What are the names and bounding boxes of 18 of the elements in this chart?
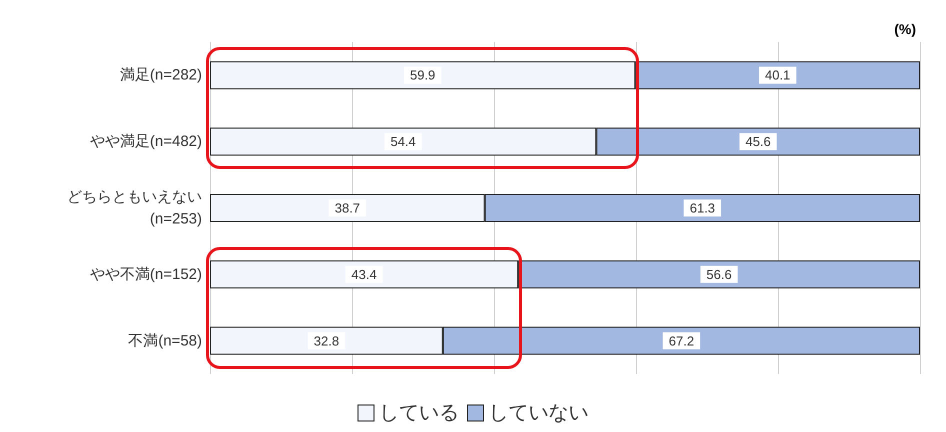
legend-label: している (379, 402, 459, 424)
data-label: 54.4 (390, 134, 416, 150)
data-label: 59.9 (410, 68, 436, 83)
y-tick-label: やや満足(n=482) (90, 133, 202, 150)
data-label: 61.3 (690, 200, 716, 216)
y-tick-label: 不満(n=58) (128, 332, 202, 350)
data-label: 43.4 (351, 266, 377, 282)
data-label: 45.6 (745, 134, 771, 150)
data-label: 38.7 (334, 200, 360, 216)
y-tick-label: 満足(n=282) (120, 66, 202, 84)
legend-label: していない (488, 402, 588, 424)
text: (%) (894, 21, 916, 37)
data-label: 67.2 (668, 333, 694, 348)
y-tick-label: どちらともいえない(n=253) (67, 188, 202, 228)
y-tick-label: やや不満(n=152) (90, 266, 202, 283)
data-label: 40.1 (764, 68, 790, 83)
data-label: 56.6 (706, 266, 732, 282)
data-label: 32.8 (314, 333, 340, 348)
